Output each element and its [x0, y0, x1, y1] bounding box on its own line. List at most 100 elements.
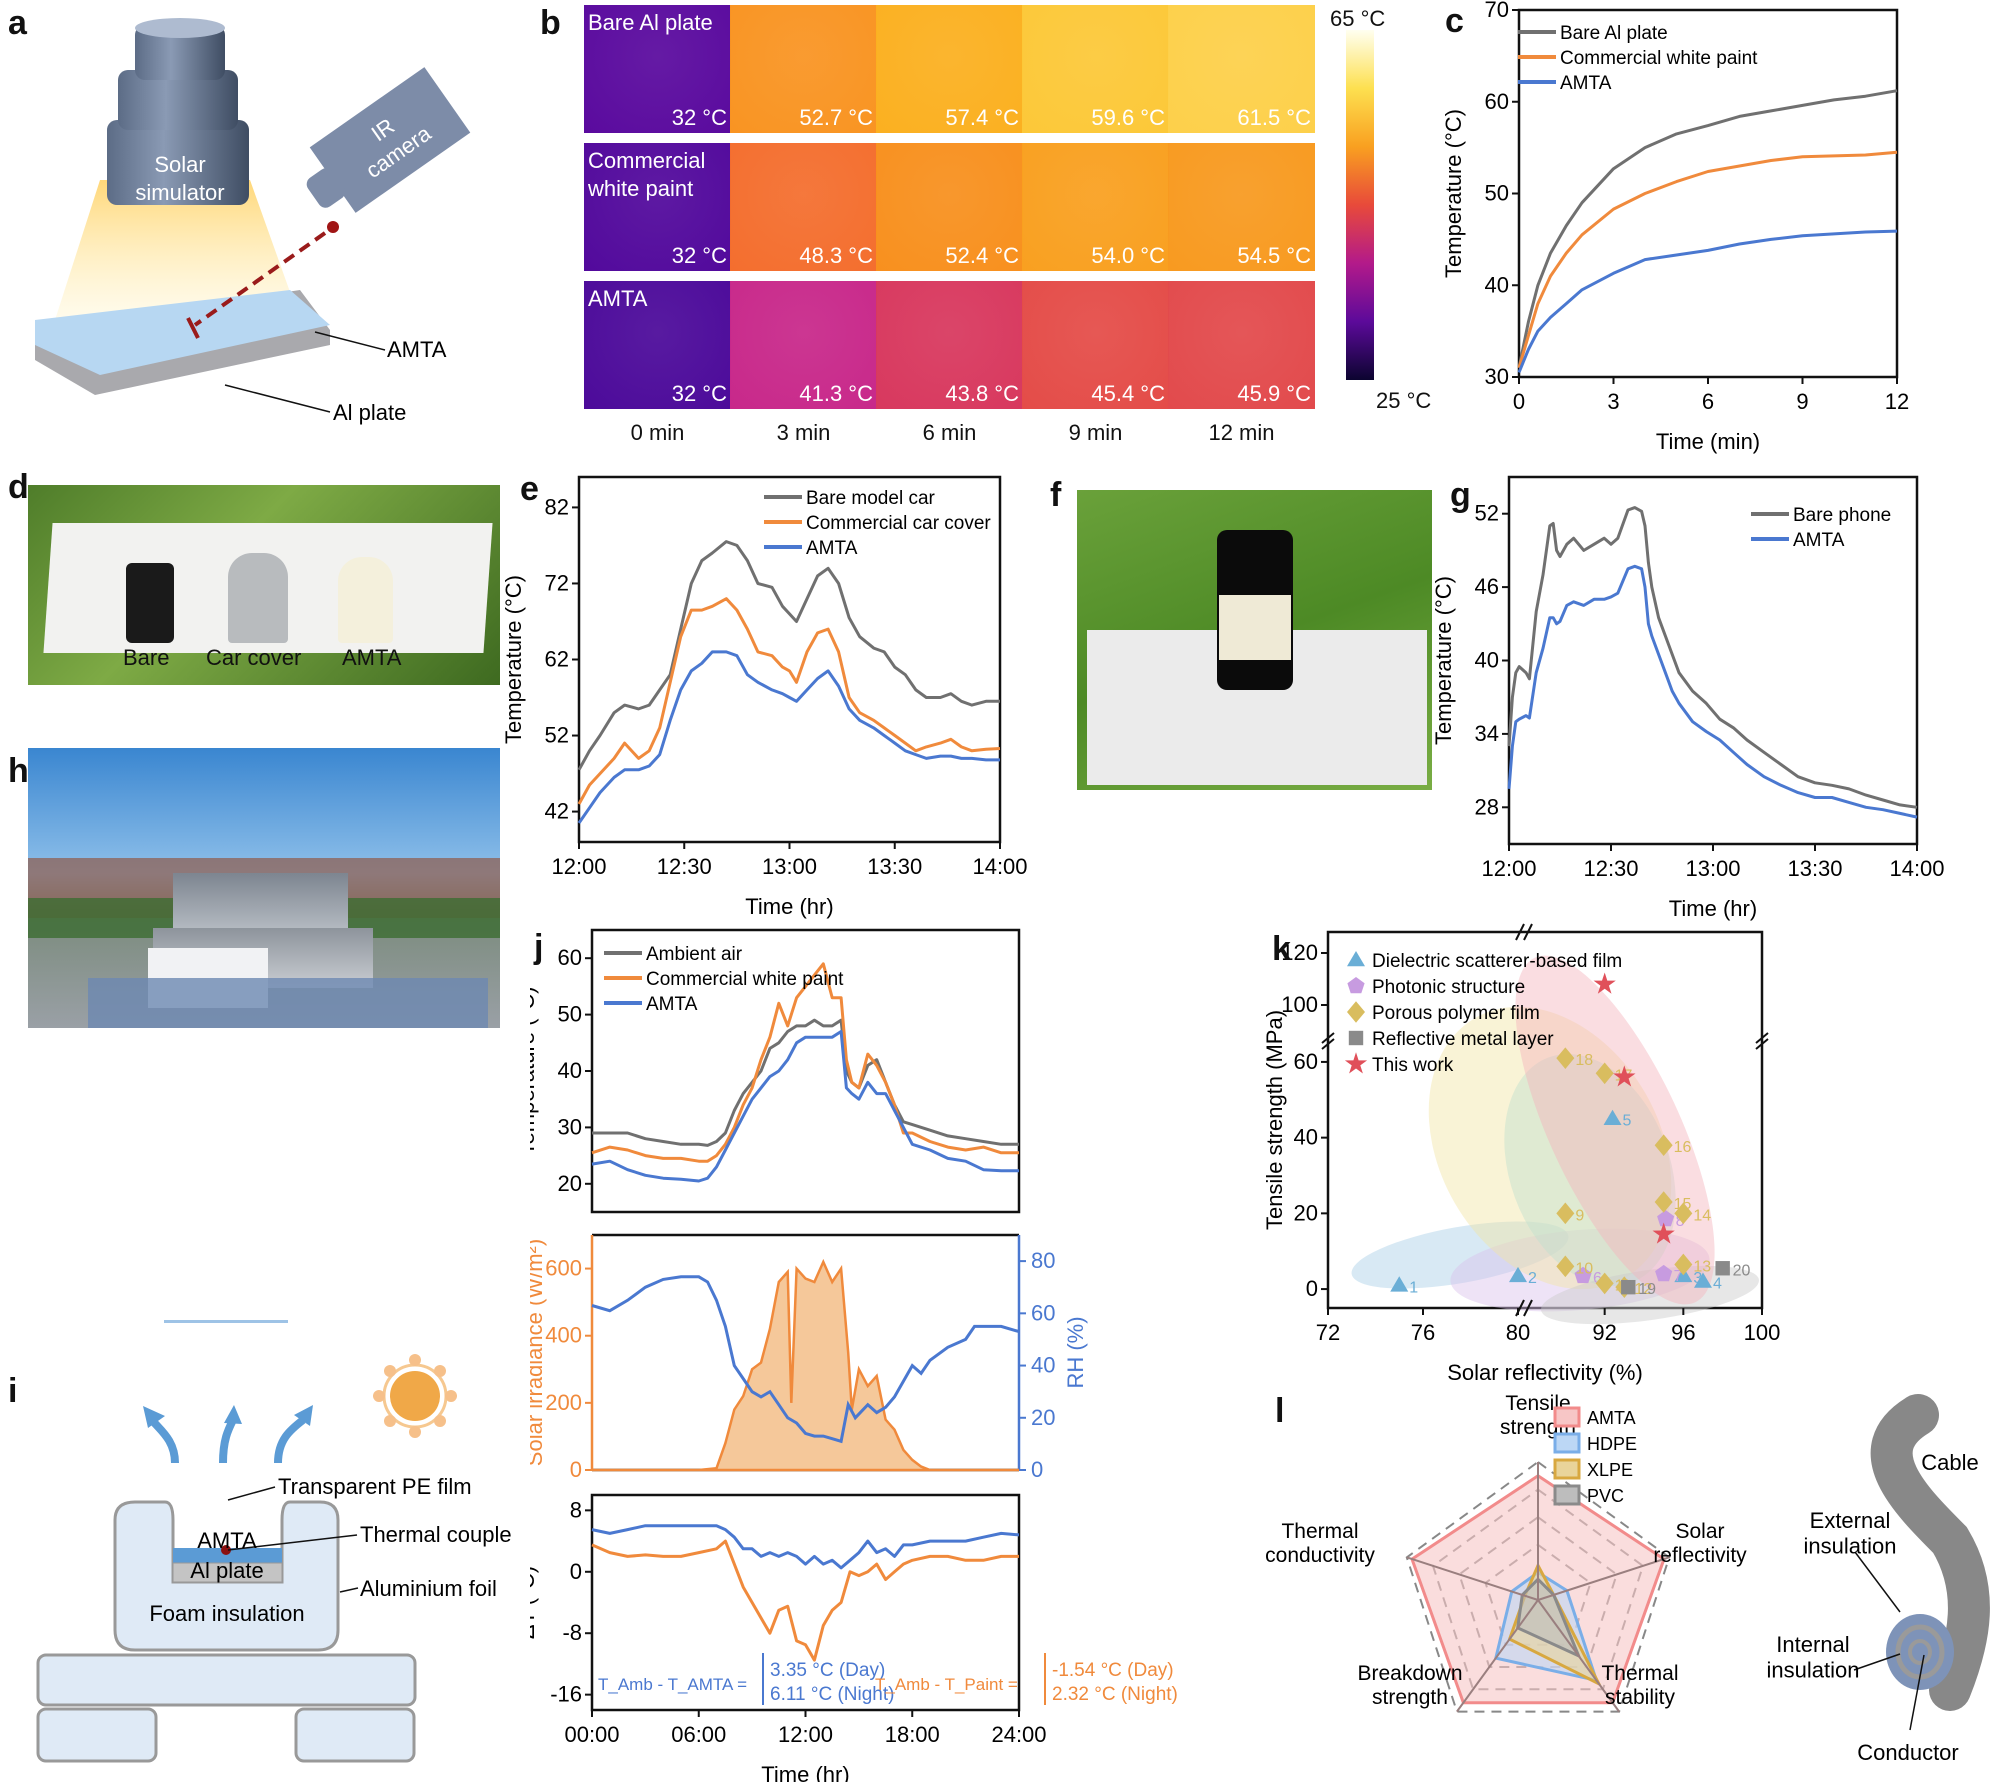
- text-line: reflectivity: [1653, 1544, 1747, 1567]
- legend-item: Reflective metal layer: [1348, 1029, 1554, 1050]
- thermal-cell-temp: 57.4 °C: [945, 105, 1019, 130]
- panel-label-k: k: [1272, 930, 1291, 968]
- diamond-marker: [1654, 1134, 1673, 1157]
- y-axis-label-left: Solar irradiance (W/m²): [530, 1239, 547, 1466]
- photo-phone-on-grass: [1077, 490, 1432, 790]
- star-marker: [1593, 972, 1616, 994]
- data-point: 8: [1657, 1210, 1685, 1230]
- star-marker: [1344, 1052, 1368, 1074]
- thermal-cell-temp: 59.6 °C: [1091, 105, 1165, 130]
- photo-model-cars-on-grass: Bare Car cover AMTA: [28, 485, 500, 685]
- thermal-cell-temp: 45.4 °C: [1091, 381, 1165, 406]
- x-tick-label: 80: [1506, 1320, 1530, 1345]
- data-point: 9: [1556, 1202, 1584, 1224]
- car-cover-sample: [228, 553, 288, 643]
- colorbar-max: 65 °C: [1330, 6, 1386, 31]
- x-tick-label: 92: [1592, 1320, 1616, 1345]
- photo-rooftop-setup: [28, 748, 500, 1028]
- y-tick-label: 60: [558, 945, 582, 970]
- series-line: [577, 540, 1000, 771]
- y-tick-label: 8: [570, 1497, 582, 1522]
- radar-axis-label: Breakdown strength: [1357, 1662, 1462, 1709]
- data-point: 2: [1509, 1266, 1537, 1287]
- foam-insulation-label: Foam insulation: [149, 1601, 304, 1626]
- ir-camera: IR camera: [306, 67, 471, 213]
- x-tick-label: 0: [1513, 389, 1525, 414]
- panel-label-l: l: [1275, 1392, 1285, 1430]
- colorbar: [1346, 30, 1374, 380]
- thermal-cell: 32 °C Bare Al plate: [584, 5, 731, 133]
- data-point: 20: [1715, 1261, 1751, 1279]
- data-point: 10: [1556, 1255, 1593, 1277]
- triangle-marker: [1694, 1272, 1712, 1288]
- text-line: Solar: [1675, 1520, 1724, 1543]
- legend-label: AMTA: [1793, 530, 1845, 551]
- x-tick-label: 06:00: [671, 1722, 726, 1747]
- pentagon-marker: [1657, 1210, 1675, 1227]
- chart-g: 28 34 40 46 52 12:00 12:30 13:00 13:30 14:00 Time …: [1431, 475, 1945, 921]
- y-tick-label: 30: [558, 1114, 582, 1139]
- radar-axis: [1456, 1599, 1539, 1713]
- y-tick-label: 30: [1485, 364, 1509, 389]
- thermocouple-dot: [221, 1545, 231, 1555]
- x-axis-label: Time (hr): [1669, 896, 1757, 921]
- series-line: [591, 1539, 1019, 1662]
- x-tick-label: 12:30: [657, 854, 712, 879]
- thermal-time-label: 6 min: [922, 420, 977, 445]
- x-tick-label: 13:30: [1787, 856, 1842, 881]
- annotation-lhs: T_Amb - T_AMTA =: [598, 1675, 747, 1694]
- axis-break-mark: [1515, 1299, 1533, 1317]
- y-tick-label: 20: [558, 1171, 582, 1196]
- legend-item: Porous polymer film: [1347, 1001, 1540, 1024]
- thermal-cell-temp: 32 °C: [671, 243, 727, 268]
- ir-sensor-dot: [327, 221, 339, 233]
- y-tick-label: 200: [545, 1390, 582, 1415]
- amta-label: AMTA: [387, 337, 447, 362]
- x-tick-label: 96: [1671, 1320, 1695, 1345]
- x-tick-label: 24:00: [991, 1722, 1046, 1747]
- pentagon-marker: [1574, 1266, 1592, 1284]
- legend-label: Bare Al plate: [1560, 23, 1668, 44]
- y-tick-label: 40: [1475, 648, 1499, 673]
- y-tick-label: -16: [550, 1682, 582, 1707]
- panel-label-j: j: [534, 928, 544, 966]
- leader-line: [1909, 1654, 1925, 1731]
- amta-wrap-on-phone: [1219, 595, 1291, 660]
- legend-item: AMTA: [1553, 1406, 1636, 1428]
- leader-line: [1853, 1653, 1901, 1671]
- amta-sample: [338, 557, 393, 643]
- panel-label-a: a: [8, 4, 27, 42]
- y-tick-label: 52: [545, 723, 569, 748]
- thermal-cell: 61.5 °C: [1168, 5, 1315, 133]
- triangle-marker: [1390, 1276, 1409, 1292]
- x-tick-label: 6: [1702, 389, 1714, 414]
- point-id-label: 8: [1676, 1213, 1685, 1230]
- legend-label: AMTA: [806, 538, 858, 559]
- text-line: Breakdown: [1357, 1662, 1462, 1685]
- y-tick-label: 0: [570, 1559, 582, 1584]
- point-id-label: 15: [1674, 1196, 1692, 1213]
- thermal-row-label: Bare Al plate: [588, 10, 713, 35]
- series-line: [1517, 229, 1898, 373]
- x-axis-label: Solar reflectivity (%): [1447, 1360, 1643, 1385]
- y-tick-label: 400: [545, 1323, 582, 1348]
- thermal-image-grid: 32 °C Bare Al plate 52.7 °C 57.4 °C 59.6 °C 6…: [584, 5, 1324, 445]
- x-tick-label: 12: [1885, 389, 1909, 414]
- diamond-marker: [1674, 1202, 1693, 1225]
- legend-label: This work: [1372, 1055, 1454, 1076]
- sun-icon: [373, 1354, 457, 1438]
- y-axis-label-right: RH (%): [1063, 1316, 1088, 1388]
- external-insulation-label: External insulation: [1804, 1508, 1897, 1558]
- y-axis-label: Temperature (°C): [501, 575, 526, 744]
- thermal-cell: 41.3 °C: [730, 281, 877, 409]
- thermal-cell-temp: 48.3 °C: [799, 243, 873, 268]
- radar-axis-label: Solar reflectivity: [1653, 1520, 1747, 1567]
- internal-insulation-label: Internal insulation: [1767, 1632, 1860, 1682]
- thermal-cell-temp: 45.9 °C: [1237, 381, 1311, 406]
- aluminium-foil-label: Aluminium foil: [360, 1576, 497, 1601]
- rh-line: [591, 1275, 1020, 1444]
- y-tick-label: 40: [1485, 272, 1509, 297]
- point-id-label: 12: [1634, 1281, 1652, 1298]
- x-tick-label: 12:30: [1583, 856, 1638, 881]
